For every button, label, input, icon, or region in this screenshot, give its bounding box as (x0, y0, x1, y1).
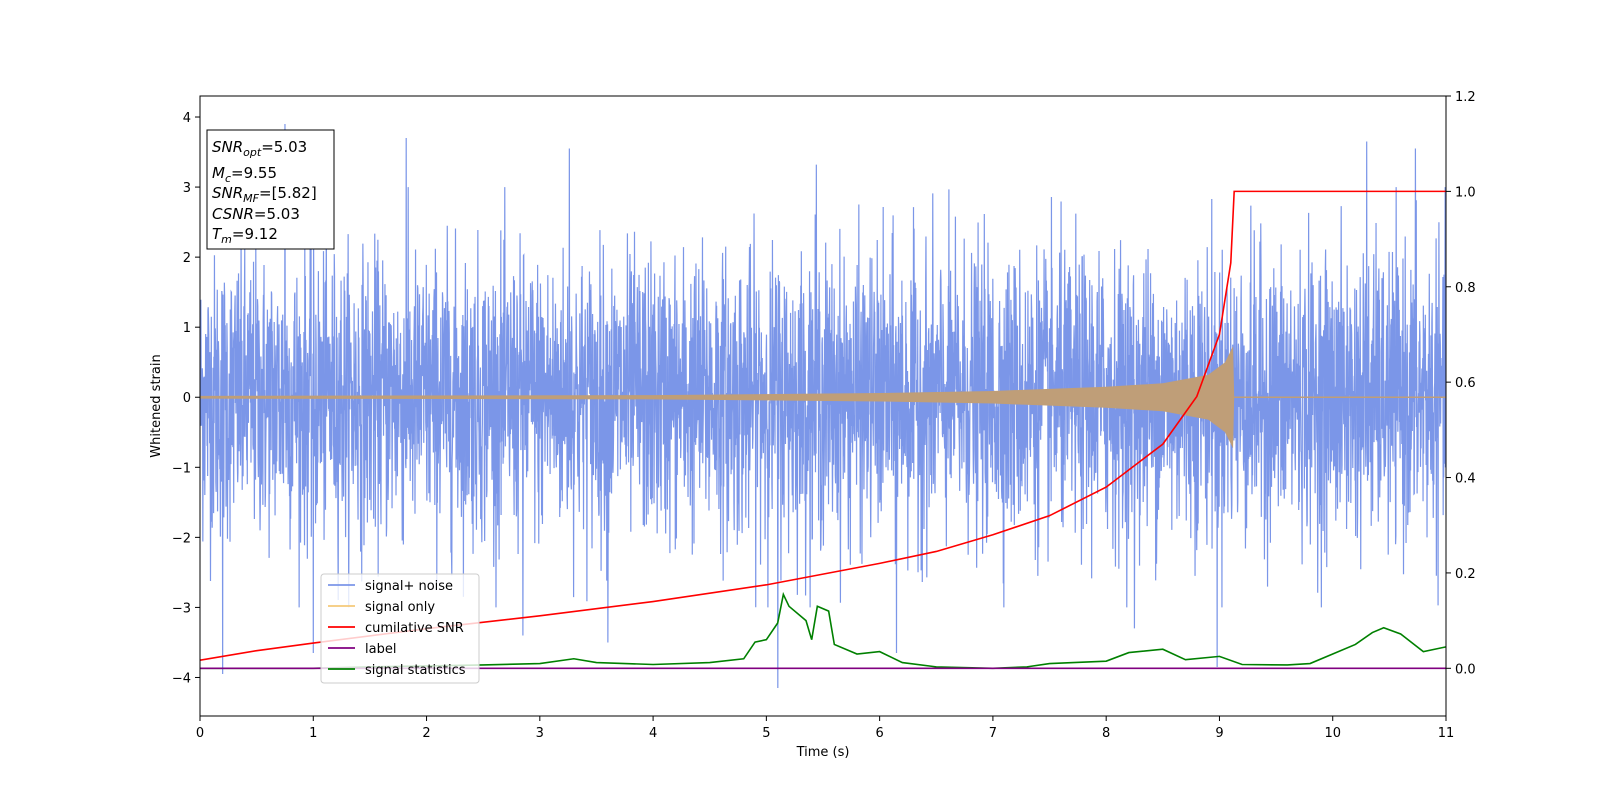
legend: signal+ noise signal only cumilative SNR… (320, 573, 480, 684)
y-right-tick-label: 1.0 (1455, 185, 1476, 200)
legend-label-signal-noise: signal+ noise (365, 579, 453, 594)
y-left-tick-label: 1 (183, 321, 191, 336)
legend-label-signal-only: signal only (365, 600, 435, 615)
annotation-tm: Tm=9.12 (212, 225, 278, 246)
annotation-box-frame (206, 129, 335, 250)
x-axis: 0 1 2 3 4 5 6 7 8 9 10 11 (196, 716, 1454, 741)
annotation-mc: Mc=9.55 (212, 164, 277, 185)
legend-label-label: label (365, 642, 396, 657)
y-left-tick-label: 3 (183, 181, 191, 196)
y-axis-left: 4 3 2 1 0 −1 −2 −3 −4 (172, 111, 200, 686)
y-right-tick-label: 0.0 (1455, 662, 1476, 677)
x-tick-label: 9 (1215, 726, 1223, 741)
x-tick-label: 5 (762, 726, 770, 741)
annotation-mc-value: =9.55 (231, 164, 277, 182)
x-tick-label: 7 (989, 726, 997, 741)
y-right-tick-label: 1.2 (1455, 90, 1476, 105)
annotation-snr-opt: SNRopt=5.03 (212, 138, 307, 159)
y-left-tick-label: 2 (183, 251, 191, 266)
y-right-tick-label: 0.8 (1455, 281, 1476, 296)
y-axis-left-label: Whitened strain (149, 354, 164, 457)
x-tick-label: 3 (536, 726, 544, 741)
series-signal-statistics-line (200, 591, 1446, 670)
legend-frame (320, 573, 480, 684)
x-tick-label: 4 (649, 726, 657, 741)
x-tick-label: 10 (1324, 726, 1341, 741)
annotation-snr-mf: SNRMF=[5.82] (212, 184, 317, 205)
y-left-tick-label: −1 (172, 461, 191, 476)
y-right-tick-label: 0.6 (1455, 376, 1476, 391)
y-axis-right: 1.2 1.0 0.8 0.6 0.4 0.2 0.0 (1446, 90, 1476, 677)
x-tick-label: 11 (1438, 726, 1455, 741)
x-tick-label: 2 (422, 726, 430, 741)
y-left-tick-label: 0 (183, 391, 191, 406)
legend-label-cumulative-snr: cumilative SNR (365, 621, 464, 636)
y-right-tick-label: 0.2 (1455, 567, 1476, 582)
annotation-snr-opt-value: =5.03 (261, 138, 307, 156)
annotation-box: SNRopt=5.03 Mc=9.55 SNRMF=[5.82] CSNR=5.… (206, 129, 335, 250)
y-left-tick-label: −4 (172, 671, 191, 686)
x-tick-label: 0 (196, 726, 204, 741)
annotation-csnr-value: =5.03 (254, 205, 300, 223)
x-tick-label: 1 (309, 726, 317, 741)
y-left-tick-label: −3 (172, 601, 191, 616)
x-tick-label: 6 (875, 726, 883, 741)
y-right-tick-label: 0.4 (1455, 472, 1476, 487)
annotation-tm-value: =9.12 (232, 225, 278, 243)
series-signal-noise-line (200, 124, 1446, 688)
annotation-snr-mf-value: =[5.82] (259, 184, 317, 202)
legend-label-signal-statistics: signal statistics (365, 663, 466, 678)
y-left-tick-label: −2 (172, 531, 191, 546)
x-tick-label: 8 (1102, 726, 1110, 741)
annotation-csnr: CSNR=5.03 (212, 205, 300, 223)
axes-frame (199, 95, 1447, 717)
y-left-tick-label: 4 (183, 111, 191, 126)
x-axis-label: Time (s) (796, 745, 850, 760)
